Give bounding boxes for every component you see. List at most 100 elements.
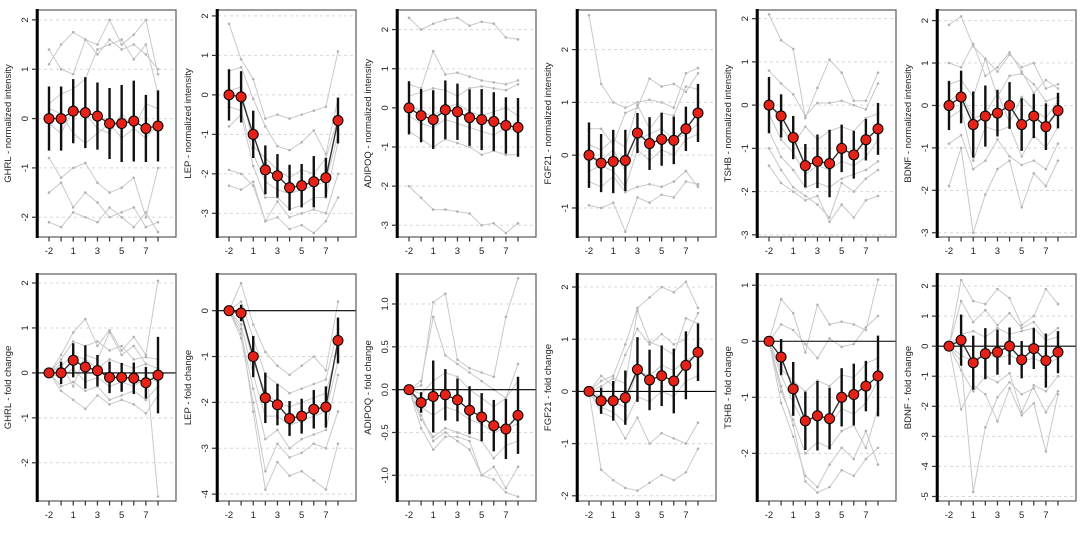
individual-trace-marker bbox=[1056, 159, 1060, 162]
individual-trace-marker bbox=[227, 168, 231, 172]
individual-trace-marker bbox=[864, 325, 868, 329]
y-tick-label: 0 bbox=[740, 102, 751, 107]
individual-trace-marker bbox=[431, 448, 435, 451]
mean-point bbox=[824, 157, 836, 169]
individual-trace bbox=[228, 281, 339, 376]
individual-trace-marker bbox=[791, 424, 795, 427]
individual-trace-marker bbox=[876, 194, 880, 198]
individual-trace bbox=[408, 278, 519, 391]
individual-trace-marker bbox=[96, 340, 99, 343]
individual-trace-marker bbox=[1008, 159, 1011, 162]
individual-trace-marker bbox=[816, 101, 819, 105]
individual-trace-marker bbox=[804, 198, 807, 202]
individual-trace-marker bbox=[828, 216, 831, 219]
individual-trace-marker bbox=[144, 18, 148, 22]
individual-trace-marker bbox=[636, 306, 639, 310]
individual-trace-marker bbox=[120, 211, 123, 214]
individual-trace-marker bbox=[96, 53, 99, 56]
y-tick-label: -1 bbox=[20, 164, 31, 172]
plot-tshb-fold-change: 1 0 -1 -2 -2 1 3 5 7 TSHB - fold change bbox=[723, 273, 897, 521]
individual-trace-marker bbox=[696, 182, 700, 186]
individual-trace bbox=[408, 49, 519, 89]
individual-trace-marker bbox=[276, 442, 279, 445]
mean-point bbox=[860, 134, 872, 146]
y-tick-label: 1 bbox=[20, 325, 31, 330]
individual-trace bbox=[588, 281, 699, 392]
individual-trace bbox=[48, 38, 159, 105]
x-tick-label: 7 bbox=[863, 510, 868, 521]
individual-trace-marker bbox=[227, 184, 231, 187]
individual-trace-marker bbox=[779, 401, 783, 405]
x-tick-label: 5 bbox=[839, 246, 844, 257]
y-tick-label: -1.0 bbox=[380, 467, 391, 483]
individual-trace-marker bbox=[108, 191, 111, 194]
individual-trace-marker bbox=[816, 491, 819, 494]
individual-trace-marker bbox=[624, 353, 627, 357]
individual-trace bbox=[948, 299, 1059, 347]
individual-trace bbox=[948, 278, 1059, 347]
x-tick-label: 1 bbox=[431, 510, 436, 521]
individual-trace-marker bbox=[1032, 159, 1036, 162]
individual-trace-marker bbox=[300, 212, 303, 215]
mean-point bbox=[223, 305, 235, 317]
plot-box bbox=[757, 9, 897, 238]
y-axis-title: TSHB - normalized intensity bbox=[723, 64, 734, 182]
individual-trace-marker bbox=[132, 58, 136, 61]
individual-trace-marker bbox=[864, 446, 868, 450]
mean-point bbox=[619, 154, 631, 166]
y-axis-title: ADIPOQ - fold change bbox=[363, 340, 374, 435]
individual-trace-marker bbox=[804, 480, 807, 483]
x-tick-label: 7 bbox=[143, 246, 148, 257]
individual-trace-marker bbox=[96, 220, 99, 224]
x-tick-label: 5 bbox=[479, 510, 484, 521]
mean-point bbox=[296, 180, 308, 192]
individual-trace-marker bbox=[1056, 302, 1060, 306]
individual-trace-marker bbox=[959, 15, 963, 18]
individual-trace-marker bbox=[611, 377, 615, 380]
individual-trace-marker bbox=[876, 278, 880, 281]
mean-point bbox=[595, 157, 607, 169]
y-tick-label: -3 bbox=[740, 231, 751, 239]
individual-trace-marker bbox=[71, 30, 75, 34]
x-tick-label: -2 bbox=[45, 510, 53, 521]
individual-trace-marker bbox=[336, 172, 340, 176]
mean-point bbox=[836, 142, 848, 154]
individual-trace-marker bbox=[251, 323, 255, 326]
individual-trace-marker bbox=[1044, 99, 1048, 103]
individual-trace-marker bbox=[431, 86, 435, 90]
individual-trace-marker bbox=[816, 194, 819, 198]
individual-trace bbox=[948, 15, 1059, 90]
individual-trace-marker bbox=[468, 145, 471, 149]
individual-trace-marker bbox=[239, 188, 243, 191]
individual-trace-marker bbox=[624, 190, 627, 194]
individual-trace-marker bbox=[144, 225, 148, 229]
mean-point bbox=[979, 348, 991, 360]
individual-trace-marker bbox=[156, 72, 160, 76]
y-tick-label: -4 bbox=[200, 490, 211, 498]
individual-trace-marker bbox=[791, 185, 795, 189]
mean-point bbox=[427, 390, 439, 402]
mean-point bbox=[1004, 99, 1016, 111]
individual-trace-marker bbox=[120, 215, 123, 219]
individual-trace-marker bbox=[779, 181, 783, 185]
y-tick-label: 0 bbox=[20, 370, 31, 375]
y-tick-label: -0.5 bbox=[380, 424, 391, 440]
individual-trace-marker bbox=[672, 437, 676, 440]
y-tick-label: 2 bbox=[740, 16, 751, 21]
individual-trace-marker bbox=[828, 337, 831, 340]
x-tick-label: -2 bbox=[765, 510, 773, 521]
individual-trace-marker bbox=[696, 306, 700, 310]
individual-trace-marker bbox=[864, 198, 868, 202]
plot-box bbox=[937, 9, 1077, 238]
individual-trace-marker bbox=[696, 447, 700, 451]
individual-trace-marker bbox=[804, 125, 807, 129]
individual-trace bbox=[48, 181, 159, 228]
x-tick-label: 1 bbox=[971, 510, 976, 521]
individual-trace-marker bbox=[132, 358, 136, 361]
y-tick-label: 2 bbox=[560, 47, 571, 52]
mean-point bbox=[308, 176, 320, 188]
individual-trace-marker bbox=[120, 349, 123, 352]
individual-trace-marker bbox=[864, 116, 868, 120]
individual-trace-marker bbox=[144, 215, 148, 219]
individual-trace-marker bbox=[828, 220, 831, 224]
